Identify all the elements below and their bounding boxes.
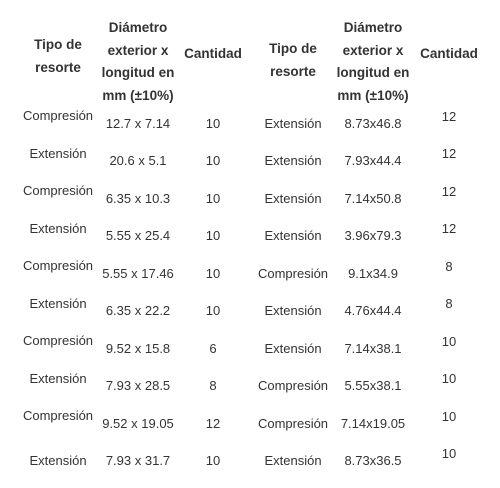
left-tipo: Compresión <box>22 258 94 273</box>
header-tipo-line: Tipo de <box>269 41 317 56</box>
right-tipo: Extensión <box>264 191 322 206</box>
right-medida: 7.14x50.8 <box>344 191 402 206</box>
left-tipo: Extensión <box>29 296 87 311</box>
header-cantidad-line: Cantidad <box>184 46 242 61</box>
right-cantidad: 12 <box>441 146 457 161</box>
right-cantidad: 8 <box>445 259 453 274</box>
right-medida: 5.55x38.1 <box>344 378 402 393</box>
left-tipo: Extensión <box>29 146 87 161</box>
left-medida: 9.52 x 15.8 <box>105 341 171 356</box>
header-diametro-line: mm (±10%) <box>337 87 409 103</box>
left-cantidad: 10 <box>205 228 221 243</box>
left-tipo: Compresión <box>22 333 94 348</box>
left-cantidad: 10 <box>205 191 221 206</box>
header-diametro-right: Diámetro exterior x longitud en mm (±10%… <box>330 17 416 107</box>
header-tipo-line: Tipo de <box>34 37 82 52</box>
header-diametro-line: longitud en <box>336 65 410 80</box>
left-cantidad: 12 <box>205 416 221 431</box>
right-tipo: Extensión <box>264 116 322 131</box>
left-medida: 5.55 x 25.4 <box>105 228 171 243</box>
left-medida: 6.35 x 22.2 <box>105 303 171 318</box>
right-medida: 8.73x36.5 <box>344 453 402 468</box>
header-cantidad-right: Cantidad <box>416 43 482 66</box>
right-cantidad: 12 <box>441 184 457 199</box>
left-cantidad: 10 <box>205 153 221 168</box>
header-tipo-left: Tipo de resorte <box>10 34 106 79</box>
right-medida: 7.93x44.4 <box>344 153 402 168</box>
header-cantidad-left: Cantidad <box>180 43 246 66</box>
right-medida: 3.96x79.3 <box>344 228 402 243</box>
right-tipo: Compresión <box>257 416 329 431</box>
left-tipo: Compresión <box>22 183 94 198</box>
right-tipo: Extensión <box>264 153 322 168</box>
right-medida: 7.14x38.1 <box>344 341 402 356</box>
left-cantidad: 10 <box>205 303 221 318</box>
left-tipo: Extensión <box>29 371 87 386</box>
header-diametro-line: longitud en <box>101 65 175 80</box>
left-tipo: Extensión <box>29 453 87 468</box>
right-cantidad: 12 <box>441 221 457 236</box>
right-cantidad: 10 <box>441 334 457 349</box>
right-medida: 7.14x19.05 <box>340 416 406 431</box>
left-cantidad: 10 <box>205 116 221 131</box>
right-cantidad: 12 <box>441 109 457 124</box>
header-diametro-line: Diámetro <box>343 20 403 35</box>
left-cantidad: 8 <box>209 378 217 393</box>
right-tipo: Extensión <box>264 341 322 356</box>
header-diametro-line: mm (±10%) <box>102 87 174 103</box>
right-cantidad: 10 <box>441 446 457 461</box>
header-tipo-line: resorte <box>270 63 316 79</box>
right-cantidad: 8 <box>445 296 453 311</box>
right-medida: 9.1x34.9 <box>348 266 398 281</box>
header-diametro-left: Diámetro exterior x longitud en mm (±10%… <box>96 17 180 107</box>
left-tipo: Extensión <box>29 221 87 236</box>
left-cantidad: 10 <box>205 453 221 468</box>
right-medida: 8.73x46.8 <box>344 116 402 131</box>
header-cantidad-line: Cantidad <box>420 46 478 61</box>
header-diametro-line: exterior x <box>342 42 404 58</box>
left-medida: 7.93 x 28.5 <box>105 378 171 393</box>
header-diametro-line: Diámetro <box>108 20 168 35</box>
right-tipo: Compresión <box>257 266 329 281</box>
right-cantidad: 10 <box>441 409 457 424</box>
right-tipo: Compresión <box>257 378 329 393</box>
left-medida: 20.6 x 5.1 <box>109 153 167 168</box>
left-medida: 12.7 x 7.14 <box>105 116 171 131</box>
left-tipo: Compresión <box>22 108 94 123</box>
left-medida: 7.93 x 31.7 <box>105 453 171 468</box>
header-tipo-right: Tipo de resorte <box>248 38 338 83</box>
left-tipo: Compresión <box>22 408 94 423</box>
left-cantidad: 10 <box>205 266 221 281</box>
left-medida: 5.55 x 17.46 <box>102 266 174 281</box>
left-cantidad: 6 <box>209 341 217 356</box>
right-tipo: Extensión <box>264 303 322 318</box>
right-tipo: Extensión <box>264 228 322 243</box>
right-medida: 4.76x44.4 <box>344 303 402 318</box>
right-cantidad: 10 <box>441 371 457 386</box>
left-medida: 6.35 x 10.3 <box>105 191 171 206</box>
right-tipo: Extensión <box>264 453 322 468</box>
header-tipo-line: resorte <box>35 59 81 75</box>
header-diametro-line: exterior x <box>107 42 169 58</box>
left-medida: 9.52 x 19.05 <box>102 416 174 431</box>
